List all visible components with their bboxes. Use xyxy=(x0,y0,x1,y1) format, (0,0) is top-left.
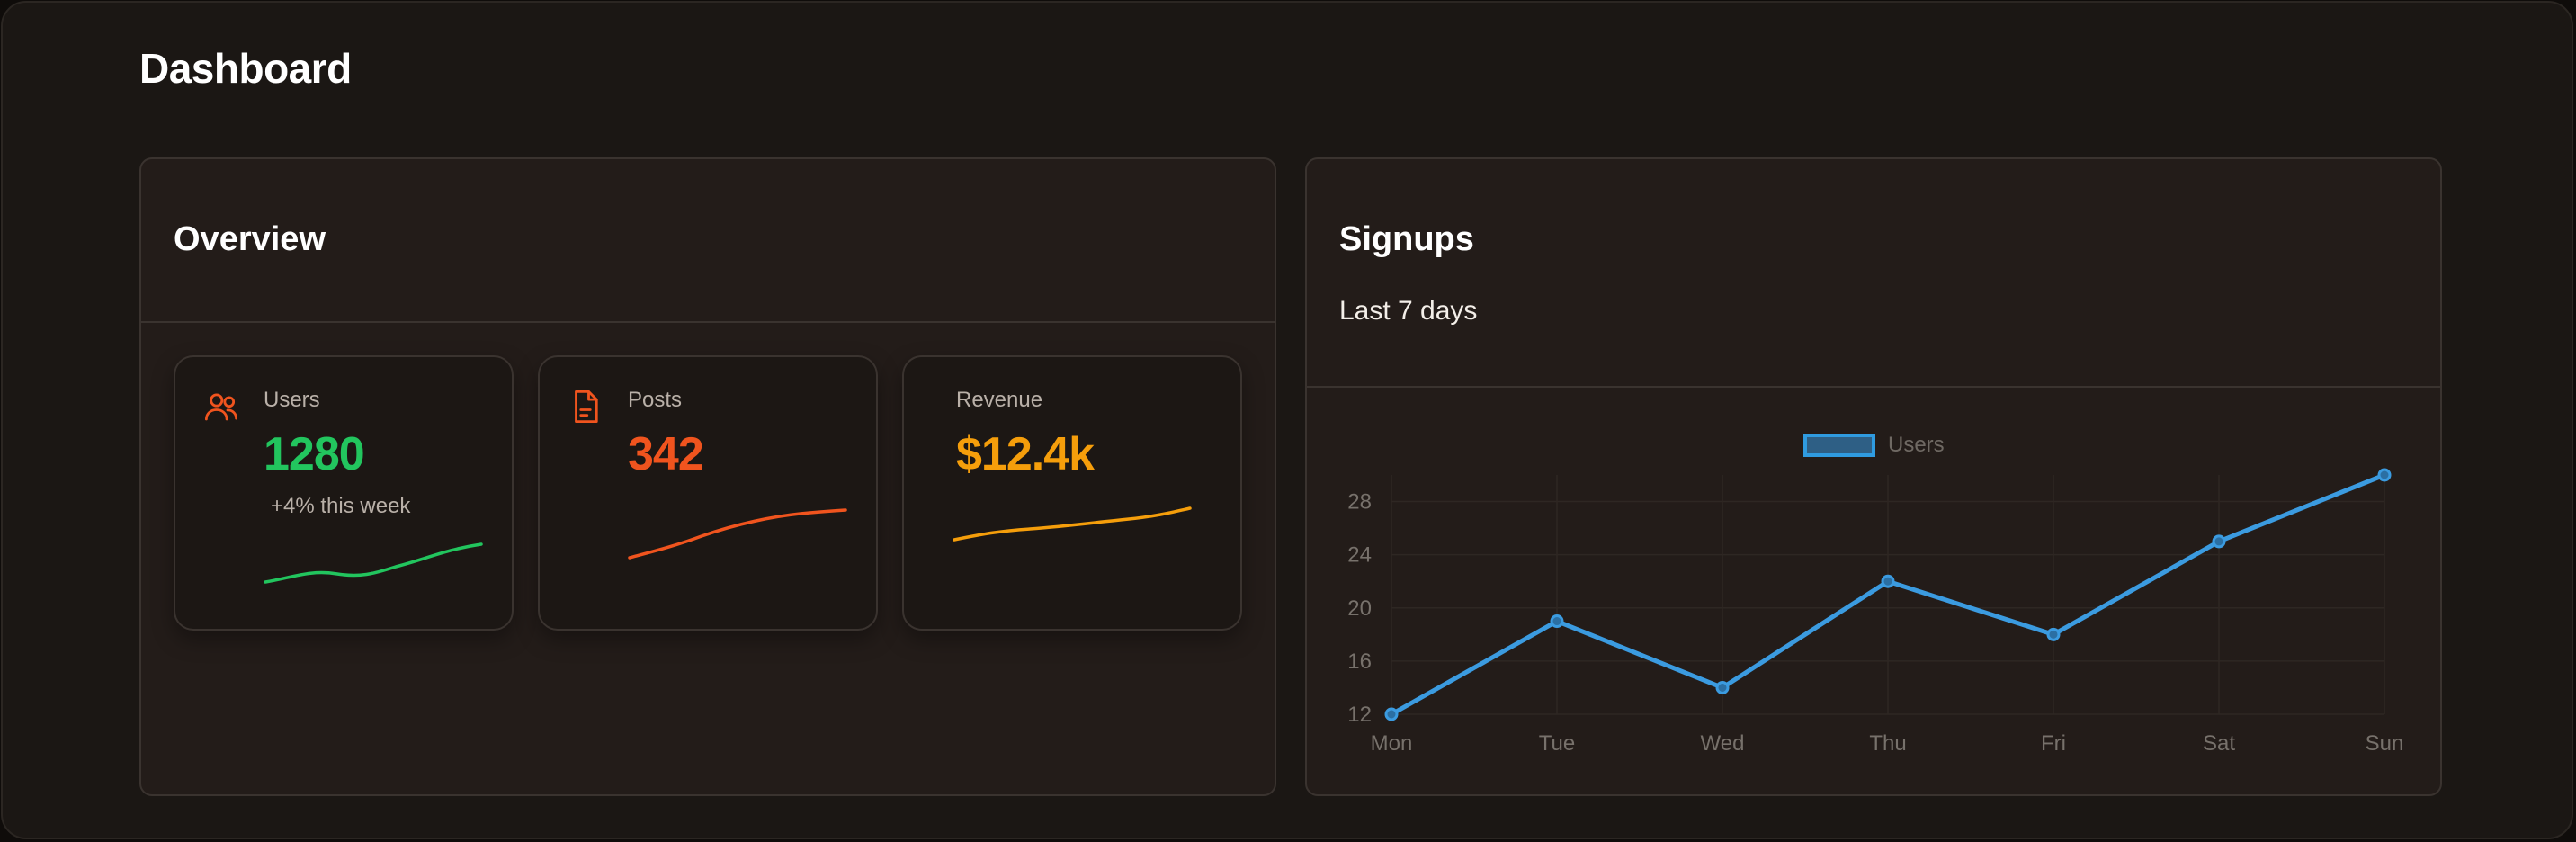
y-tick-label: 12 xyxy=(1347,703,1372,727)
y-tick-label: 28 xyxy=(1347,490,1372,515)
users-icon xyxy=(204,393,238,421)
stat-value-posts: 342 xyxy=(628,428,704,480)
posts-sparkline xyxy=(628,508,847,560)
data-point xyxy=(1550,614,1564,629)
data-point xyxy=(2212,534,2226,549)
file-icon xyxy=(575,390,598,424)
data-point xyxy=(2046,627,2061,641)
x-tick-label: Fri xyxy=(2041,731,2066,756)
y-tick-label: 24 xyxy=(1347,543,1372,568)
data-point xyxy=(1881,574,1895,588)
x-tick-label: Sun xyxy=(2366,731,2404,756)
signups-divider xyxy=(1307,386,2440,388)
stat-label-posts: Posts xyxy=(628,388,683,412)
stat-card-posts[interactable]: Posts 342 xyxy=(538,355,878,631)
signups-title: Signups xyxy=(1339,220,1474,258)
stat-value-revenue: $12.4k xyxy=(956,428,1095,480)
x-tick-label: Wed xyxy=(1701,731,1745,756)
y-tick-label: 20 xyxy=(1347,596,1372,621)
stat-card-revenue[interactable]: Revenue $12.4k xyxy=(902,355,1242,631)
signups-line-chart: 12 16 20 24 28 Mon Tue Wed Thu Fri Sat Sun xyxy=(1347,468,2404,756)
x-tick-label: Sat xyxy=(2203,731,2235,756)
x-tick-label: Tue xyxy=(1539,731,1575,756)
overview-panel: Overview Users 1280 +4% this week xyxy=(139,157,1276,796)
legend-label-users[interactable]: Users xyxy=(1888,433,1945,457)
stat-label-revenue: Revenue xyxy=(956,388,1043,412)
stat-card-users[interactable]: Users 1280 +4% this week xyxy=(174,355,514,631)
overview-title: Overview xyxy=(174,220,326,258)
y-tick-label: 16 xyxy=(1347,649,1372,674)
legend-swatch-users[interactable] xyxy=(1803,434,1875,457)
data-point xyxy=(2377,468,2392,482)
signups-subtitle: Last 7 days xyxy=(1339,296,1478,326)
stat-change-users: +4% this week xyxy=(271,494,411,518)
users-sparkline xyxy=(264,542,483,584)
overview-divider xyxy=(141,321,1275,323)
stat-value-users: 1280 xyxy=(264,428,365,480)
data-point xyxy=(1715,680,1730,694)
stat-label-users: Users xyxy=(264,388,320,412)
data-point xyxy=(1384,707,1399,721)
page-title: Dashboard xyxy=(139,45,352,92)
signups-panel: Signups Last 7 days Users 12 16 20 24 28 Mon T… xyxy=(1305,157,2442,796)
x-tick-label: Thu xyxy=(1869,731,1906,756)
x-tick-label: Mon xyxy=(1371,731,1413,756)
revenue-sparkline xyxy=(953,506,1192,542)
